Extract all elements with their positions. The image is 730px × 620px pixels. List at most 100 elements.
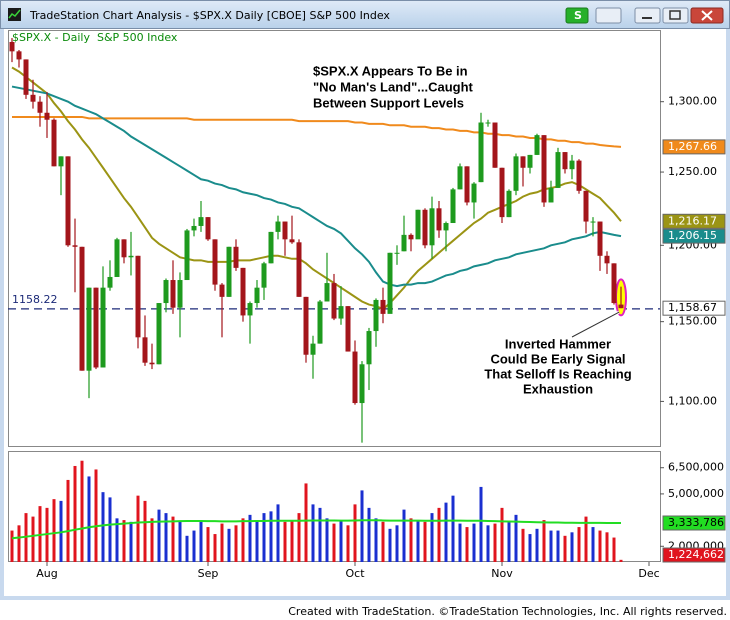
candle-body (534, 135, 540, 155)
last-value-label-box (662, 213, 726, 229)
maximize-icon (669, 10, 681, 20)
minimize-button[interactable] (634, 7, 661, 24)
volume-bar (206, 527, 210, 562)
moving-average-line (11, 66, 622, 311)
last-volume-label: 1,224,662 (668, 548, 724, 561)
volume-bar (122, 520, 126, 562)
volume-bar (339, 520, 343, 562)
volume-bar (465, 527, 469, 562)
candle-body (597, 221, 603, 256)
candle-body (289, 239, 295, 243)
settings-button[interactable] (595, 7, 622, 24)
volume-bar (185, 535, 189, 562)
volume-bar (276, 504, 280, 562)
candle-body (562, 152, 568, 170)
last-volume-label-box (662, 547, 726, 563)
candle-body (499, 167, 505, 218)
volume-bar (31, 516, 35, 562)
volume-bar (17, 525, 21, 562)
volume-bar (213, 534, 217, 562)
last-value-label: 1,206.15 (668, 229, 717, 242)
volume-bar (171, 516, 175, 562)
volume-bar (437, 507, 441, 562)
volume-bar (577, 527, 581, 562)
volume-bar (584, 516, 588, 562)
volume-bar (472, 523, 476, 562)
candle-body (492, 122, 498, 168)
window-title: TradeStation Chart Analysis - $SPX.X Dai… (29, 9, 390, 22)
volume-bar (381, 521, 385, 562)
candle-body (212, 239, 218, 285)
candle-body (121, 239, 127, 258)
candle-body (219, 284, 225, 297)
candle-body (177, 280, 183, 308)
footer: Created with TradeStation. ©TradeStation… (288, 605, 727, 618)
s-button[interactable] (565, 7, 589, 24)
candle-body (436, 208, 442, 231)
volume-bar (199, 520, 203, 562)
moving-average-line (12, 115, 622, 148)
volume-bar (73, 465, 77, 562)
y-tick-label: 6,500,000 (668, 461, 724, 474)
volume-bar (255, 520, 259, 562)
volume-bar (563, 535, 567, 562)
legend-text: $SPX.X - Daily S&P 500 Index (12, 31, 178, 44)
candle-body (254, 287, 260, 304)
volume-bar (570, 532, 574, 562)
last-close-label-box (662, 300, 726, 316)
candle-body (247, 303, 253, 316)
volume-bar (346, 525, 350, 562)
candle-body (156, 303, 162, 365)
candle-body (394, 252, 400, 254)
volume-bar (486, 525, 490, 562)
candle-body (345, 306, 351, 352)
candle-body (268, 231, 274, 264)
last-value-label-box (662, 139, 726, 155)
volume-bar (101, 492, 105, 562)
annotation: Inverted Hammer (505, 336, 611, 351)
candle-body (387, 252, 393, 314)
volume-bar (10, 530, 14, 562)
volume-bar (192, 530, 196, 562)
candle-body (51, 119, 57, 167)
candle-body (457, 166, 463, 190)
y-tick-label: 1,250.00 (668, 165, 717, 178)
candle-body (590, 221, 596, 223)
candle-body (9, 41, 15, 52)
candle-body (415, 209, 421, 240)
volume-bar (353, 504, 357, 562)
candle-body (429, 208, 435, 246)
volume-bar (115, 518, 119, 562)
y-tick-label: 1,300.00 (668, 95, 717, 108)
candle-body (618, 304, 624, 309)
candle-body (408, 234, 414, 240)
candle-body (184, 230, 190, 281)
candle-body (65, 156, 71, 246)
volume-bar (157, 509, 161, 562)
candle-body (352, 351, 358, 404)
candle-body (37, 101, 43, 113)
y-tick-label: 1,100.00 (668, 394, 717, 407)
candle-body (604, 255, 610, 264)
volume-bar (521, 528, 525, 562)
last-value-label: 1,267.66 (668, 140, 717, 153)
annotation: $SPX.X Appears To Be in (313, 63, 468, 78)
y-tick-label: 5,000,000 (668, 487, 724, 500)
volume-bar (283, 521, 287, 562)
footer-bar (0, 600, 730, 620)
volume-bar (444, 502, 448, 562)
volume-bar (248, 514, 252, 562)
candle-body (380, 299, 386, 314)
candle-body (198, 217, 204, 226)
annotation: "No Man's Land"...Caught (313, 79, 474, 94)
candle-body (86, 287, 92, 371)
s-button-label[interactable]: S (574, 9, 582, 22)
volume-bar (535, 528, 539, 562)
volume-bar (479, 486, 483, 562)
volume-bar (423, 521, 427, 562)
last-value-label-box (662, 515, 726, 531)
close-icon (701, 10, 713, 21)
volume-bar (556, 530, 560, 562)
volume-bar (304, 483, 308, 562)
volume-bar (150, 518, 154, 562)
